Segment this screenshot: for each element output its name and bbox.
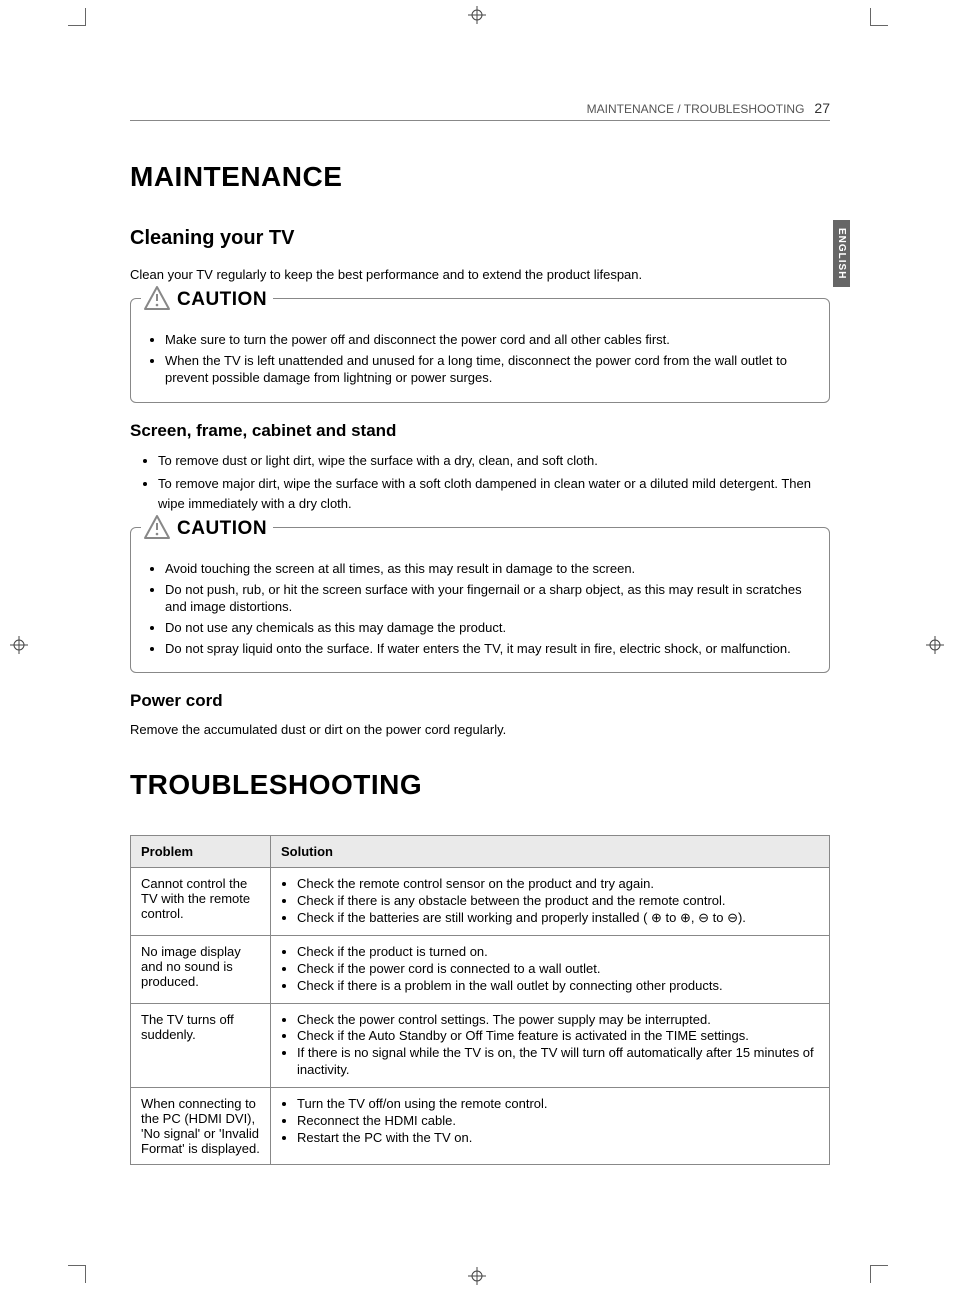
list-item: Check if the product is turned on. xyxy=(297,944,819,961)
table-row: Cannot control the TV with the remote co… xyxy=(131,868,830,936)
problem-cell: The TV turns off suddenly. xyxy=(131,1003,271,1088)
registration-mark-icon xyxy=(926,636,944,654)
problem-cell: When connecting to the PC (HDMI DVI), 'N… xyxy=(131,1088,271,1165)
caution-triangle-icon xyxy=(143,285,171,314)
table-row: When connecting to the PC (HDMI DVI), 'N… xyxy=(131,1088,830,1165)
list-item: Do not spray liquid onto the surface. If… xyxy=(165,640,815,658)
troubleshooting-title: TROUBLESHOOTING xyxy=(130,769,830,801)
content-area: MAINTENANCE Cleaning your TV Clean your … xyxy=(130,161,830,1165)
list-item: When the TV is left unattended and unuse… xyxy=(165,352,815,387)
troubleshooting-table: Problem Solution Cannot control the TV w… xyxy=(130,835,830,1165)
list-item: To remove dust or light dirt, wipe the s… xyxy=(158,451,830,471)
crop-mark xyxy=(870,8,888,26)
list-item: Check the power control settings. The po… xyxy=(297,1012,819,1029)
cleaning-intro: Clean your TV regularly to keep the best… xyxy=(130,266,830,284)
list-item: Check if there is a problem in the wall … xyxy=(297,978,819,995)
list-item: Do not push, rub, or hit the screen surf… xyxy=(165,581,815,616)
solution-cell: Check if the product is turned on.Check … xyxy=(271,935,830,1003)
registration-mark-icon xyxy=(10,636,28,654)
caution-box-2: CAUTION Avoid touching the screen at all… xyxy=(130,527,830,673)
caution-label: CAUTION xyxy=(141,285,273,314)
page-container: MAINTENANCE / TROUBLESHOOTING 27 ENGLISH… xyxy=(70,40,890,1165)
list-item: Do not use any chemicals as this may dam… xyxy=(165,619,815,637)
list-item: Avoid touching the screen at all times, … xyxy=(165,560,815,578)
crop-mark xyxy=(68,1265,86,1283)
registration-mark-icon xyxy=(468,1267,486,1285)
caution-label: CAUTION xyxy=(141,514,273,543)
list-item: Check if there is any obstacle between t… xyxy=(297,893,819,910)
list-item: Restart the PC with the TV on. xyxy=(297,1130,819,1147)
registration-mark-icon xyxy=(468,6,486,24)
language-tab: ENGLISH xyxy=(833,220,850,287)
solution-cell: Turn the TV off/on using the remote cont… xyxy=(271,1088,830,1165)
header-section: MAINTENANCE / TROUBLESHOOTING xyxy=(587,102,805,116)
screen-heading: Screen, frame, cabinet and stand xyxy=(130,421,830,441)
power-text: Remove the accumulated dust or dirt on t… xyxy=(130,721,830,739)
caution2-list: Avoid touching the screen at all times, … xyxy=(161,560,815,657)
list-item: To remove major dirt, wipe the surface w… xyxy=(158,474,830,513)
maintenance-title: MAINTENANCE xyxy=(130,161,830,193)
list-item: Make sure to turn the power off and disc… xyxy=(165,331,815,349)
caution1-list: Make sure to turn the power off and disc… xyxy=(161,331,815,387)
th-problem: Problem xyxy=(131,836,271,868)
list-item: If there is no signal while the TV is on… xyxy=(297,1045,819,1079)
caution-text: CAUTION xyxy=(177,289,267,311)
list-item: Turn the TV off/on using the remote cont… xyxy=(297,1096,819,1113)
list-item: Check if the batteries are still working… xyxy=(297,910,819,927)
caution-triangle-icon xyxy=(143,514,171,543)
crop-mark xyxy=(68,8,86,26)
page-number: 27 xyxy=(814,100,830,116)
problem-cell: Cannot control the TV with the remote co… xyxy=(131,868,271,936)
list-item: Reconnect the HDMI cable. xyxy=(297,1113,819,1130)
screen-list: To remove dust or light dirt, wipe the s… xyxy=(148,451,830,514)
table-row: The TV turns off suddenly. Check the powe… xyxy=(131,1003,830,1088)
list-item: Check if the Auto Standby or Off Time fe… xyxy=(297,1028,819,1045)
cleaning-heading: Cleaning your TV xyxy=(130,227,830,250)
solution-cell: Check the power control settings. The po… xyxy=(271,1003,830,1088)
th-solution: Solution xyxy=(271,836,830,868)
caution-box-1: CAUTION Make sure to turn the power off … xyxy=(130,298,830,403)
solution-cell: Check the remote control sensor on the p… xyxy=(271,868,830,936)
caution-text: CAUTION xyxy=(177,518,267,540)
list-item: Check the remote control sensor on the p… xyxy=(297,876,819,893)
power-heading: Power cord xyxy=(130,691,830,711)
problem-cell: No image display and no sound is produce… xyxy=(131,935,271,1003)
page-header: MAINTENANCE / TROUBLESHOOTING 27 xyxy=(130,100,830,121)
table-row: No image display and no sound is produce… xyxy=(131,935,830,1003)
crop-mark xyxy=(870,1265,888,1283)
list-item: Check if the power cord is connected to … xyxy=(297,961,819,978)
